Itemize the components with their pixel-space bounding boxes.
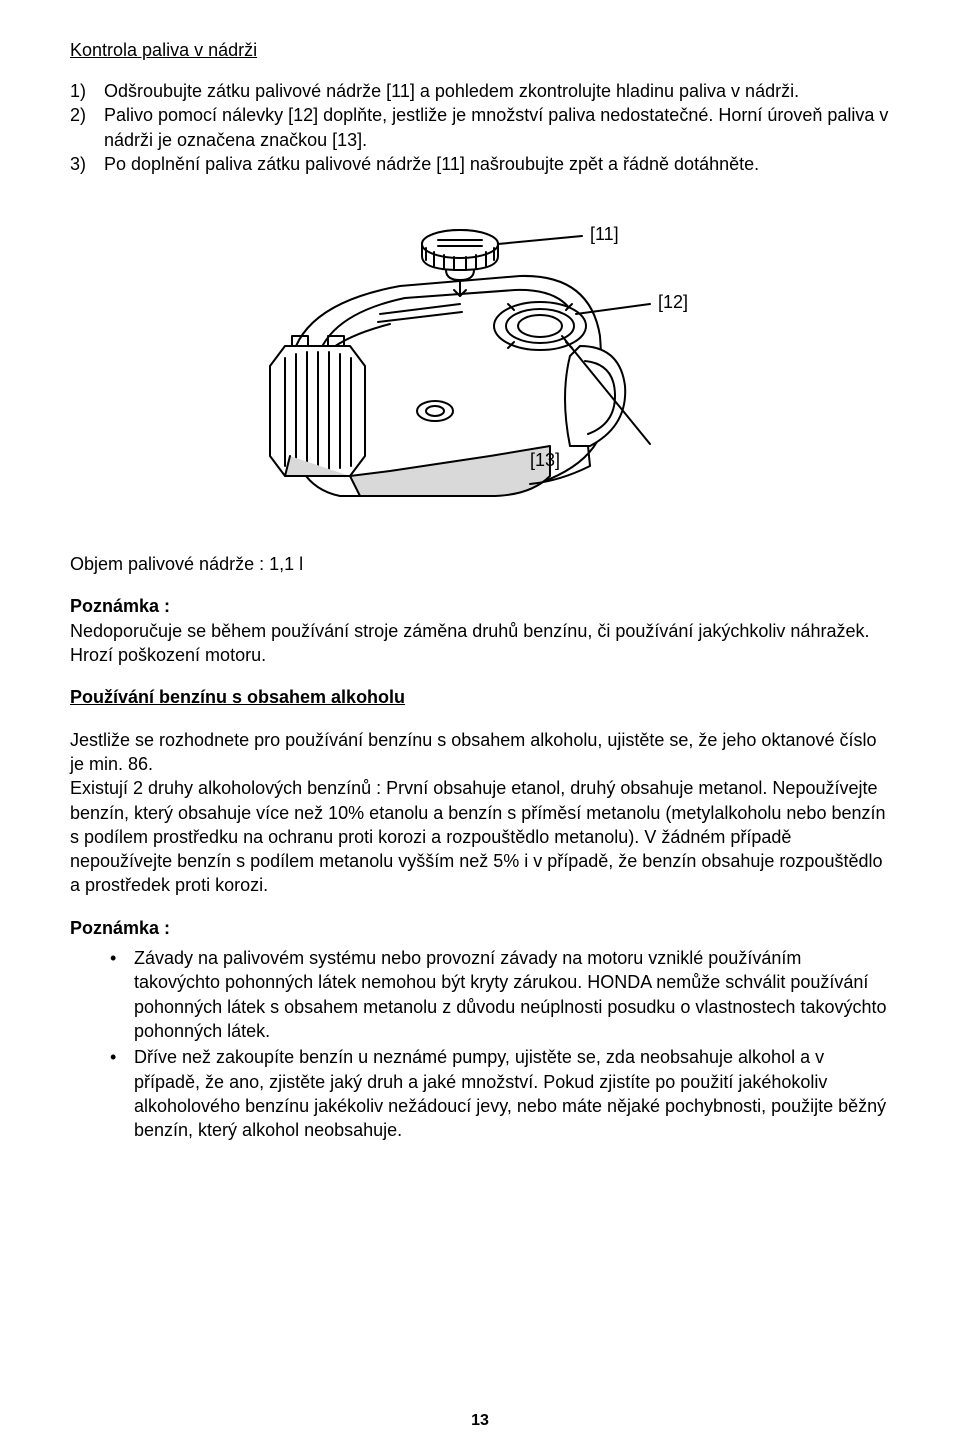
alcohol-paragraph: Jestliže se rozhodnete pro používání ben… — [70, 728, 890, 898]
list-item: • Závady na palivovém systému nebo provo… — [110, 946, 890, 1043]
step-text: Palivo pomocí nálevky [12] doplňte, jest… — [104, 103, 890, 152]
list-item: 1) Odšroubujte zátku palivové nádrže [11… — [70, 79, 890, 103]
note-heading: Poznámka : — [70, 596, 170, 616]
list-item: • Dříve než zakoupíte benzín u neznámé p… — [110, 1045, 890, 1142]
alcohol-p1: Jestliže se rozhodnete pro používání ben… — [70, 730, 877, 774]
list-item: 2) Palivo pomocí nálevky [12] doplňte, j… — [70, 103, 890, 152]
note2-bullets: • Závady na palivovém systému nebo provo… — [110, 946, 890, 1142]
note-text: Nedoporučuje se během používání stroje z… — [70, 621, 869, 665]
bullet-dot: • — [110, 1045, 134, 1142]
numbered-steps: 1) Odšroubujte zátku palivové nádrže [11… — [70, 79, 890, 176]
engine-svg: [11] [12] [13] — [230, 196, 730, 526]
step-number: 1) — [70, 79, 104, 103]
note2-heading: Poznámka : — [70, 918, 170, 938]
tank-capacity-line: Objem palivové nádrže : 1,1 l — [70, 552, 890, 576]
alcohol-p2: Existují 2 druhy alkoholových benzínů : … — [70, 778, 886, 895]
list-item: 3) Po doplnění paliva zátku palivové nád… — [70, 152, 890, 176]
note-block-1: Poznámka : Nedoporučuje se během používá… — [70, 594, 890, 667]
step-text: Odšroubujte zátku palivové nádrže [11] a… — [104, 79, 890, 103]
page-number: 13 — [0, 1412, 960, 1430]
section-title: Kontrola paliva v nádrži — [70, 40, 890, 61]
figure-label-12: [12] — [658, 292, 688, 312]
figure-label-13: [13] — [530, 450, 560, 470]
alcohol-heading-text: Používání benzínu s obsahem alkoholu — [70, 687, 405, 707]
step-number: 2) — [70, 103, 104, 152]
engine-illustration: [11] [12] [13] — [70, 196, 890, 526]
page: Kontrola paliva v nádrži 1) Odšroubujte … — [0, 0, 960, 1448]
step-number: 3) — [70, 152, 104, 176]
step-text: Po doplnění paliva zátku palivové nádrže… — [104, 152, 890, 176]
bullet-text: Dříve než zakoupíte benzín u neznámé pum… — [134, 1045, 890, 1142]
note-block-2-heading: Poznámka : — [70, 916, 890, 940]
alcohol-section-heading: Používání benzínu s obsahem alkoholu — [70, 685, 890, 709]
figure-label-11: [11] — [590, 224, 619, 244]
bullet-dot: • — [110, 946, 134, 1043]
bullet-text: Závady na palivovém systému nebo provozn… — [134, 946, 890, 1043]
